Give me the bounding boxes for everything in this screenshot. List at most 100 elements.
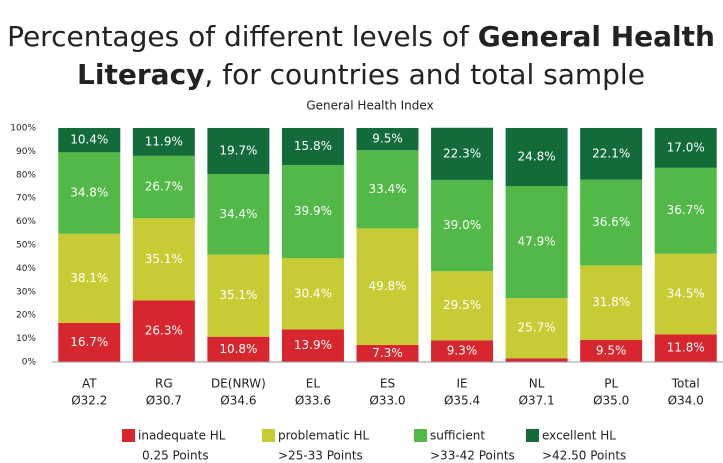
bar-segment: [356, 128, 419, 151]
legend-label: excellent HL: [542, 429, 616, 443]
bar-segment: [132, 300, 195, 362]
x-tick-sublabel: Ø34.6: [220, 394, 256, 408]
bar-segment: [580, 265, 643, 340]
chart-title: Literacy, for countries and total sample: [77, 58, 645, 91]
value-label: 36.6%: [592, 215, 630, 229]
bar-segment: [207, 174, 270, 255]
value-label: 11.9%: [145, 134, 183, 148]
bar-segment: [356, 344, 419, 362]
value-label: 22.3%: [443, 146, 481, 160]
bar-segment: [505, 128, 568, 187]
bar-segment: [356, 228, 419, 345]
x-tick-sublabel: Ø33.0: [369, 394, 405, 408]
value-label: 34.8%: [70, 186, 108, 200]
value-label: 16.7%: [70, 335, 108, 349]
value-label: 9.5%: [372, 132, 403, 146]
legend-swatch: [262, 429, 275, 442]
value-label: 49.8%: [368, 279, 406, 293]
bar-segment: [505, 186, 568, 299]
x-tick-label: AT: [82, 377, 97, 391]
x-tick-sublabel: Ø33.6: [295, 394, 331, 408]
value-label: 15.8%: [294, 139, 332, 153]
y-tick-label: 10%: [16, 334, 36, 344]
bar-segment: [580, 128, 643, 180]
title-part: Percentages of different levels of: [7, 20, 470, 53]
bar-segment: [132, 128, 195, 156]
bar-segment: [281, 329, 344, 362]
x-tick-label: PL: [604, 377, 618, 391]
bar-segment: [207, 254, 270, 337]
value-label: 24.8%: [518, 150, 556, 164]
title-part: General Health: [478, 20, 715, 53]
bar-segment: [654, 128, 717, 168]
y-tick-label: 0%: [22, 358, 37, 368]
value-label: 30.4%: [294, 286, 332, 300]
title-part: , for countries and total sample: [204, 58, 645, 91]
value-label: 22.1%: [592, 146, 630, 160]
value-label: 9.3%: [447, 344, 478, 358]
legend-label: sufficient: [430, 429, 485, 443]
bar-segment: [356, 150, 419, 229]
bar-segment: [654, 253, 717, 335]
x-tick-sublabel: Ø32.2: [71, 394, 107, 408]
value-label: 33.4%: [368, 182, 406, 196]
y-tick-label: 50%: [16, 241, 36, 251]
legend-description: >42.50 Points: [542, 449, 626, 463]
value-label: 7.3%: [372, 346, 403, 360]
bar-segment: [281, 164, 344, 259]
value-label: 19.7%: [219, 144, 257, 158]
value-label: 36.7%: [667, 203, 705, 217]
value-label: 31.8%: [592, 295, 630, 309]
value-label: 9.5%: [596, 343, 627, 357]
value-label: 25.7%: [518, 321, 556, 335]
y-tick-label: 60%: [16, 217, 36, 227]
x-tick-sublabel: Ø35.0: [593, 394, 629, 408]
bar-segment: [207, 336, 270, 362]
bar-segment: [654, 167, 717, 254]
legend-swatch: [526, 429, 539, 442]
bar-segment: [58, 152, 121, 234]
x-tick-label: NL: [529, 377, 545, 391]
value-label: 26.7%: [145, 180, 183, 194]
value-label: 29.5%: [443, 298, 481, 312]
bar-segment: [58, 128, 121, 153]
x-tick-sublabel: Ø34.0: [668, 394, 704, 408]
bar-segment: [580, 339, 643, 362]
chart-title: Percentages of different levels of Gener…: [7, 20, 715, 53]
bar-segment: [654, 334, 717, 362]
bar-segment: [431, 127, 494, 180]
legend-label: inadequate HL: [138, 429, 226, 443]
x-tick-label: Total: [671, 377, 700, 391]
x-tick-label: RG: [155, 377, 173, 391]
value-label: 47.9%: [518, 235, 556, 249]
subtitle: General Health Index: [306, 99, 433, 113]
y-tick-label: 20%: [16, 311, 36, 321]
y-tick-label: 90%: [16, 147, 36, 157]
y-tick-label: 70%: [16, 194, 36, 204]
x-tick-label: DE(NRW): [211, 377, 266, 391]
value-label: 11.8%: [667, 341, 705, 355]
x-tick-label: IE: [456, 377, 467, 391]
value-label: 13.9%: [294, 338, 332, 352]
value-label: 35.1%: [145, 252, 183, 266]
legend-label: problematic HL: [278, 429, 369, 443]
bar-segment: [505, 358, 568, 362]
value-label: 34.4%: [219, 207, 257, 221]
bar-segment: [58, 233, 121, 323]
title-part: Literacy: [77, 58, 204, 91]
bar-segment: [431, 340, 494, 362]
x-tick-label: ES: [380, 377, 395, 391]
bar-segment: [431, 179, 494, 272]
legend-swatch: [414, 429, 427, 442]
x-tick-sublabel: Ø30.7: [146, 394, 182, 408]
y-tick-label: 100%: [10, 124, 36, 134]
value-label: 26.3%: [145, 324, 183, 338]
y-tick-label: 80%: [16, 170, 36, 180]
bar-segment: [431, 271, 494, 341]
value-label: 10.4%: [70, 133, 108, 147]
bar-segment: [281, 258, 344, 330]
bar-segment: [580, 179, 643, 266]
value-label: 38.1%: [70, 271, 108, 285]
value-label: 39.0%: [443, 218, 481, 232]
